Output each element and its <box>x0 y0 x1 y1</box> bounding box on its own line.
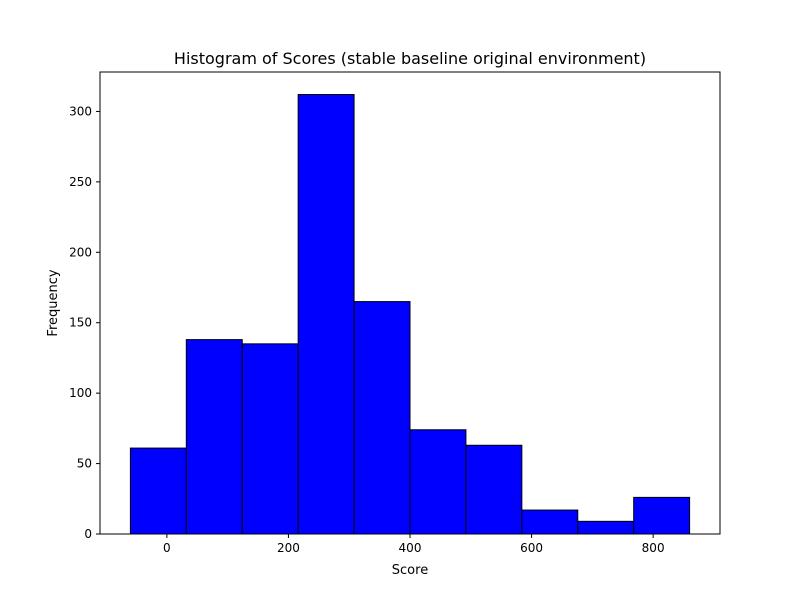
histogram-bar <box>129 447 187 535</box>
x-tick-label: 400 <box>399 541 422 555</box>
histogram-bar <box>633 496 691 535</box>
x-tick-label: 0 <box>163 541 171 555</box>
chart-title: Histogram of Scores (stable baseline ori… <box>174 49 646 68</box>
y-tick-label: 0 <box>84 527 92 541</box>
y-tick-label: 200 <box>69 245 92 259</box>
x-tick-label: 200 <box>277 541 300 555</box>
y-tick-label: 100 <box>69 386 92 400</box>
y-axis-label: Frequency <box>46 269 61 336</box>
y-tick-label: 250 <box>69 175 92 189</box>
histogram-bar <box>409 429 467 535</box>
histogram-bar <box>521 509 579 535</box>
bars-group <box>129 94 691 535</box>
y-ticks-group: 0 50 100 150 200 250 300 <box>69 104 100 541</box>
y-tick-label: 300 <box>69 104 92 118</box>
y-tick-label: 50 <box>77 457 92 471</box>
histogram-bar <box>465 444 523 535</box>
x-ticks-group: 0 200 400 600 800 <box>163 534 665 555</box>
x-tick-label: 600 <box>520 541 543 555</box>
histogram-bar <box>297 94 355 535</box>
histogram-bar <box>577 520 635 535</box>
histogram-bar <box>185 339 243 535</box>
histogram-bar <box>353 301 411 535</box>
histogram-bar <box>241 343 299 535</box>
x-tick-label: 800 <box>642 541 665 555</box>
x-axis-label: Score <box>392 563 428 578</box>
plot-frame <box>99 71 721 535</box>
y-tick-label: 150 <box>69 316 92 330</box>
